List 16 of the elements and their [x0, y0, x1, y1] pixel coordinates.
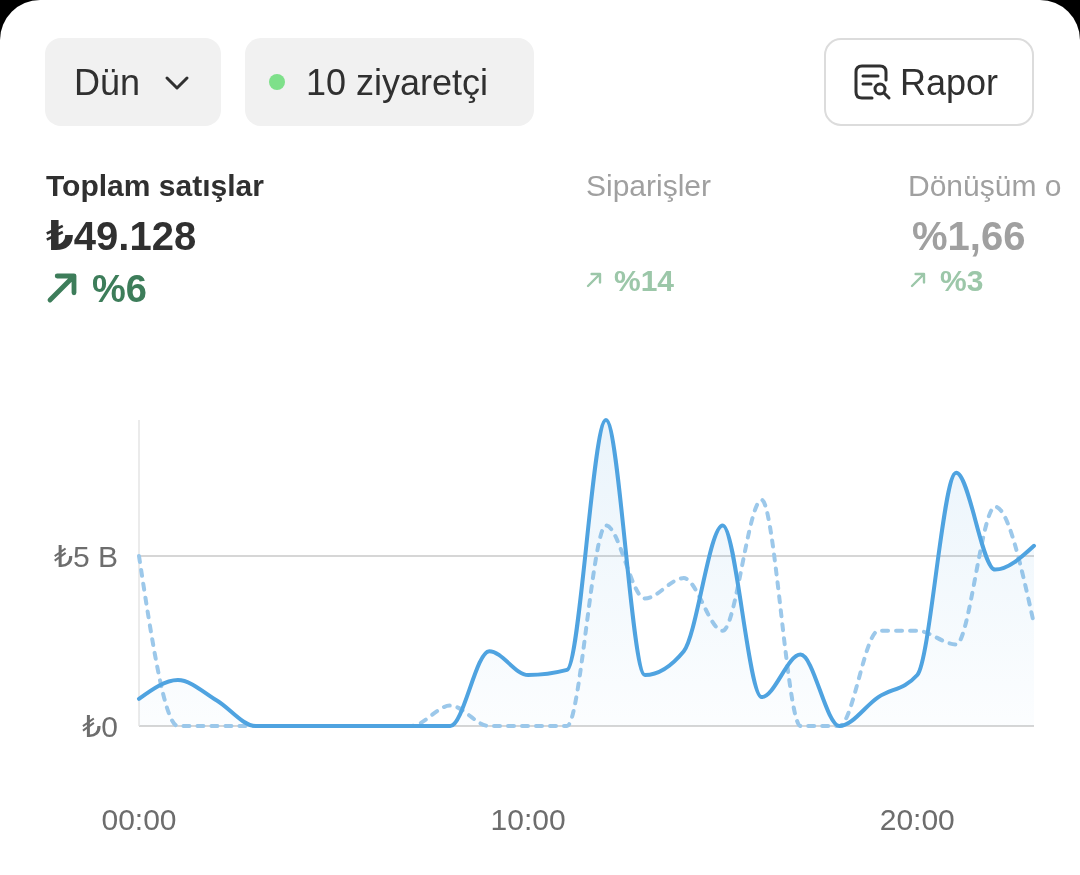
text: ₺49.128 [46, 214, 197, 258]
text: Siparişler [586, 169, 712, 202]
text: Rapor [900, 62, 999, 103]
x-tick-label: 00:00 [101, 803, 177, 836]
y-tick-label: ₺5 B [53, 539, 118, 573]
y-tick-label: ₺0 [82, 709, 118, 743]
x-tick-label: 10:00 [490, 803, 566, 836]
text: Dün [74, 62, 141, 103]
text: %1,66 [912, 214, 1026, 258]
text: %14 [614, 264, 675, 297]
text: 10 ziyaretçi [306, 62, 489, 103]
x-tick-label: 20:00 [879, 803, 955, 836]
text: Dönüşüm o [908, 169, 1062, 202]
text: %3 [940, 264, 984, 297]
text: %6 [92, 268, 147, 310]
text: Toplam satışlar [46, 169, 265, 202]
